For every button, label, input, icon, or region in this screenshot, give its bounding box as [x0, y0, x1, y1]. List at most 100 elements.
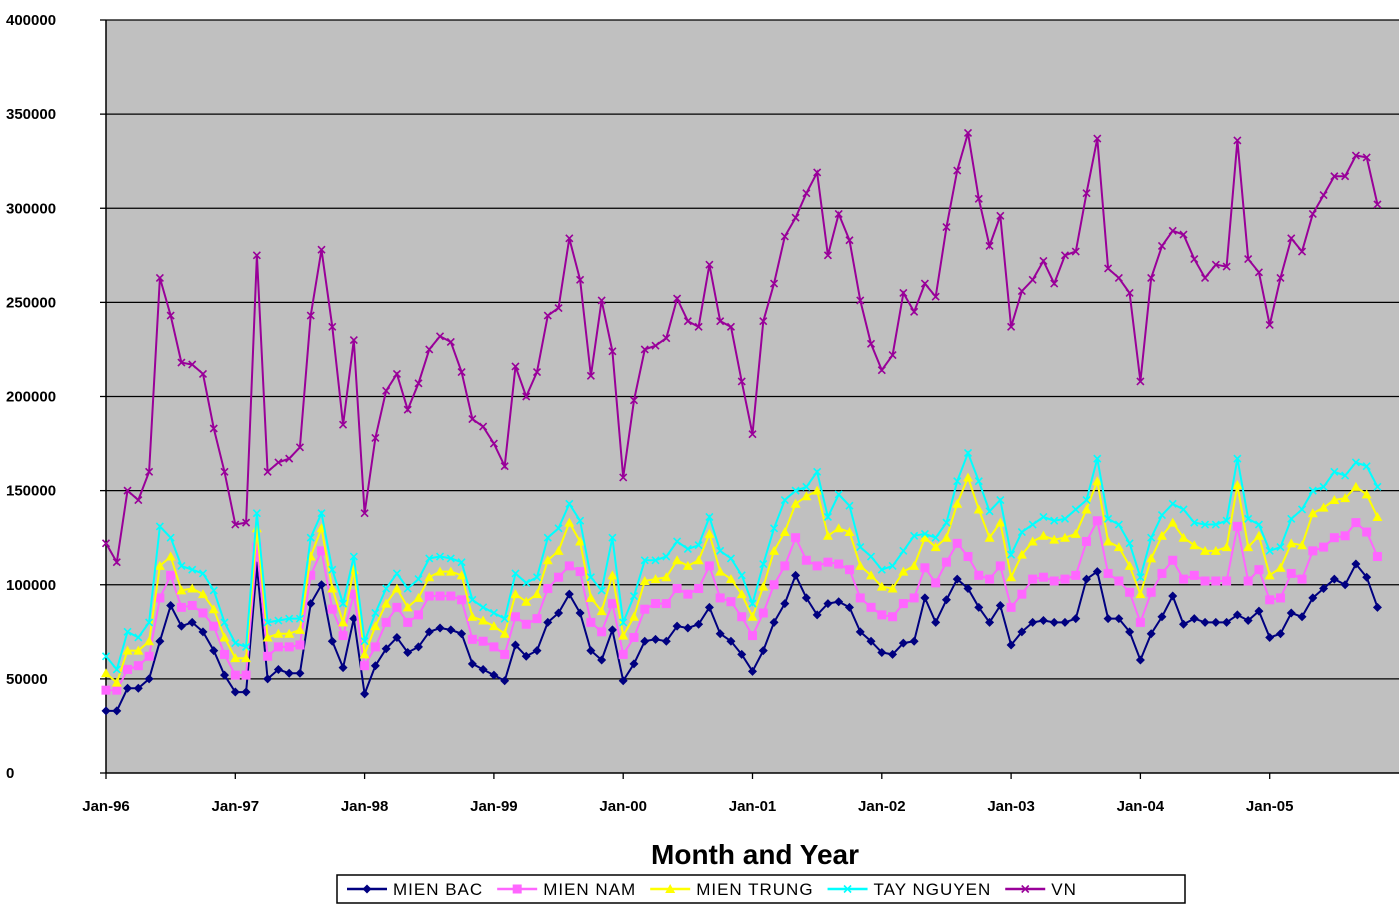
data-point [596, 606, 607, 616]
data-point [1340, 531, 1350, 541]
data-point [1006, 572, 1017, 582]
data-point [628, 611, 639, 621]
data-point [866, 636, 876, 646]
data-point [920, 593, 930, 603]
data-point [576, 516, 585, 525]
data-point [166, 311, 175, 320]
data-point [1147, 533, 1156, 542]
data-point [942, 223, 951, 232]
data-point [424, 572, 435, 582]
data-point [898, 566, 909, 576]
data-point [382, 584, 391, 593]
data-point [338, 599, 348, 608]
data-point [1244, 255, 1253, 264]
data-point [726, 322, 736, 331]
data-point [198, 608, 208, 618]
data-point [683, 623, 693, 633]
data-point [963, 472, 973, 482]
data-point [144, 636, 155, 646]
data-point [1157, 568, 1167, 578]
data-point [166, 533, 175, 542]
data-point [683, 544, 692, 554]
data-point [1222, 576, 1232, 586]
y-tick-label: 350000 [6, 106, 56, 123]
data-point [920, 529, 929, 538]
data-point [1232, 521, 1242, 531]
data-point [197, 589, 208, 599]
data-point [974, 570, 984, 580]
data-point [1017, 287, 1026, 296]
data-point [478, 636, 488, 646]
data-point [597, 586, 606, 595]
data-point [209, 621, 219, 631]
data-point [780, 561, 790, 571]
data-point [1103, 614, 1113, 624]
data-point [1362, 572, 1372, 582]
y-tick-label: 50000 [6, 671, 48, 688]
data-point [101, 668, 111, 678]
data-point [1114, 614, 1124, 624]
data-point [382, 386, 391, 395]
data-point [532, 646, 542, 656]
data-point [1059, 532, 1070, 542]
data-point [457, 629, 467, 639]
data-point [1050, 279, 1059, 288]
data-point [812, 610, 822, 620]
data-point [683, 317, 692, 326]
data-point [252, 509, 261, 518]
data-point [716, 317, 725, 326]
data-point [855, 560, 866, 570]
data-point [661, 572, 672, 582]
data-point [1113, 542, 1124, 552]
data-point [564, 589, 574, 599]
x-tick-label: Jan-04 [1117, 798, 1165, 815]
data-point [1275, 562, 1286, 572]
data-point [1103, 568, 1113, 578]
series-layer [101, 128, 1383, 716]
data-point [1049, 576, 1059, 586]
data-point [629, 659, 639, 669]
data-point [457, 595, 467, 605]
data-point [597, 627, 607, 637]
data-point [122, 645, 133, 655]
data-point [317, 546, 326, 556]
x-tick-label: Jan-05 [1246, 798, 1294, 815]
data-point [812, 485, 823, 495]
data-point [1200, 273, 1210, 282]
data-point [791, 570, 801, 580]
data-point [198, 369, 208, 378]
data-point [242, 642, 251, 651]
data-point [1222, 617, 1232, 627]
data-point [899, 288, 908, 298]
data-point [381, 617, 391, 627]
data-point [1016, 549, 1027, 559]
data-point [338, 663, 348, 673]
data-point [704, 561, 714, 571]
data-point [285, 614, 294, 623]
data-point [1211, 617, 1221, 627]
data-point [1060, 574, 1070, 584]
data-point [1082, 574, 1092, 584]
data-point [737, 649, 747, 659]
data-point [1297, 540, 1308, 550]
legend-label: MIEN NAM [543, 880, 636, 899]
y-tick-label: 200000 [6, 389, 56, 406]
data-point [500, 614, 509, 623]
data-point [564, 517, 575, 527]
data-point [877, 648, 887, 658]
data-point [1254, 565, 1264, 575]
data-point [931, 533, 940, 542]
data-point [748, 631, 757, 641]
data-point [1179, 230, 1188, 239]
data-point [953, 477, 962, 486]
data-point [1329, 574, 1339, 584]
legend-item: MIEN TRUNG [650, 880, 813, 899]
data-point [963, 128, 973, 138]
data-point [252, 251, 261, 260]
data-point [801, 593, 811, 603]
data-point [812, 561, 822, 571]
data-point [672, 621, 682, 631]
data-point [457, 367, 466, 377]
data-point [112, 706, 122, 716]
